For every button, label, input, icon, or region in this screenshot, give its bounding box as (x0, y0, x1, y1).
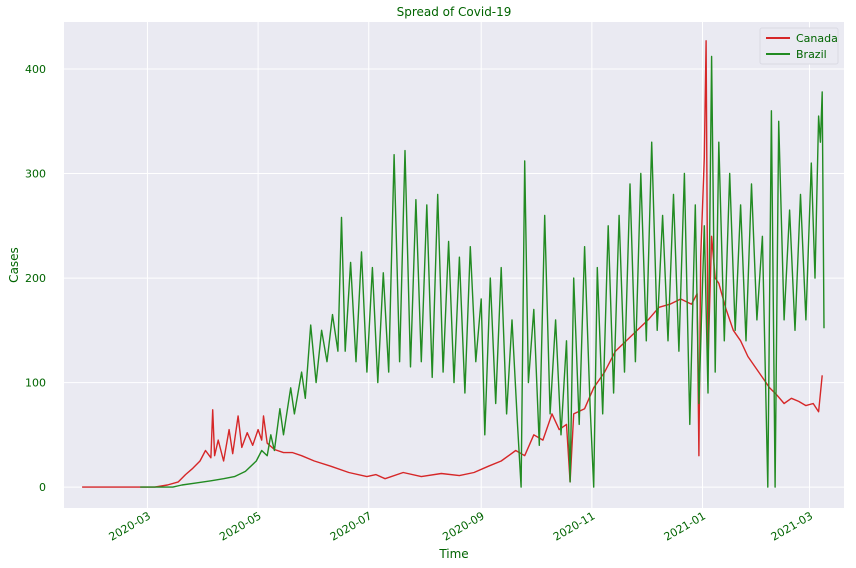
x-tick-label: 2020-07 (328, 509, 374, 543)
y-tick-label: 400 (25, 63, 46, 76)
x-tick-label: 2020-09 (440, 509, 486, 543)
y-axis-label: Cases (7, 247, 21, 283)
series-line-canada (82, 40, 823, 488)
x-tick-label: 2020-05 (217, 509, 263, 543)
x-tick-label: 2020-03 (107, 509, 153, 543)
y-tick-label: 0 (39, 481, 46, 494)
legend: Canada Brazil (759, 27, 839, 65)
chart-title: Spread of Covid-19 (397, 5, 512, 19)
y-tick-label: 300 (25, 168, 46, 181)
series-lines (82, 40, 825, 488)
legend-label-canada: Canada (796, 32, 838, 45)
legend-label-brazil: Brazil (796, 48, 827, 61)
y-tick-label: 200 (25, 272, 46, 285)
y-tick-labels: 0 100 200 300 400 (25, 63, 46, 494)
x-tick-labels: 2020-03 2020-05 2020-07 2020-09 2020-11 2021-… (107, 509, 815, 543)
y-tick-label: 100 (25, 377, 46, 390)
x-axis-label: Time (438, 547, 468, 561)
x-tick-label: 2021-01 (662, 509, 708, 543)
x-tick-label: 2020-11 (551, 509, 597, 543)
series-line-brazil (140, 55, 825, 488)
x-tick-label: 2021-03 (769, 509, 815, 543)
